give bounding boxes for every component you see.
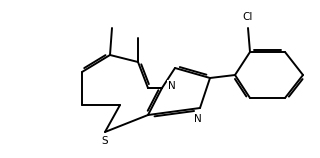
Text: S: S <box>102 136 108 146</box>
Text: N: N <box>194 114 202 124</box>
Text: N: N <box>168 81 176 91</box>
Text: Cl: Cl <box>243 12 253 22</box>
